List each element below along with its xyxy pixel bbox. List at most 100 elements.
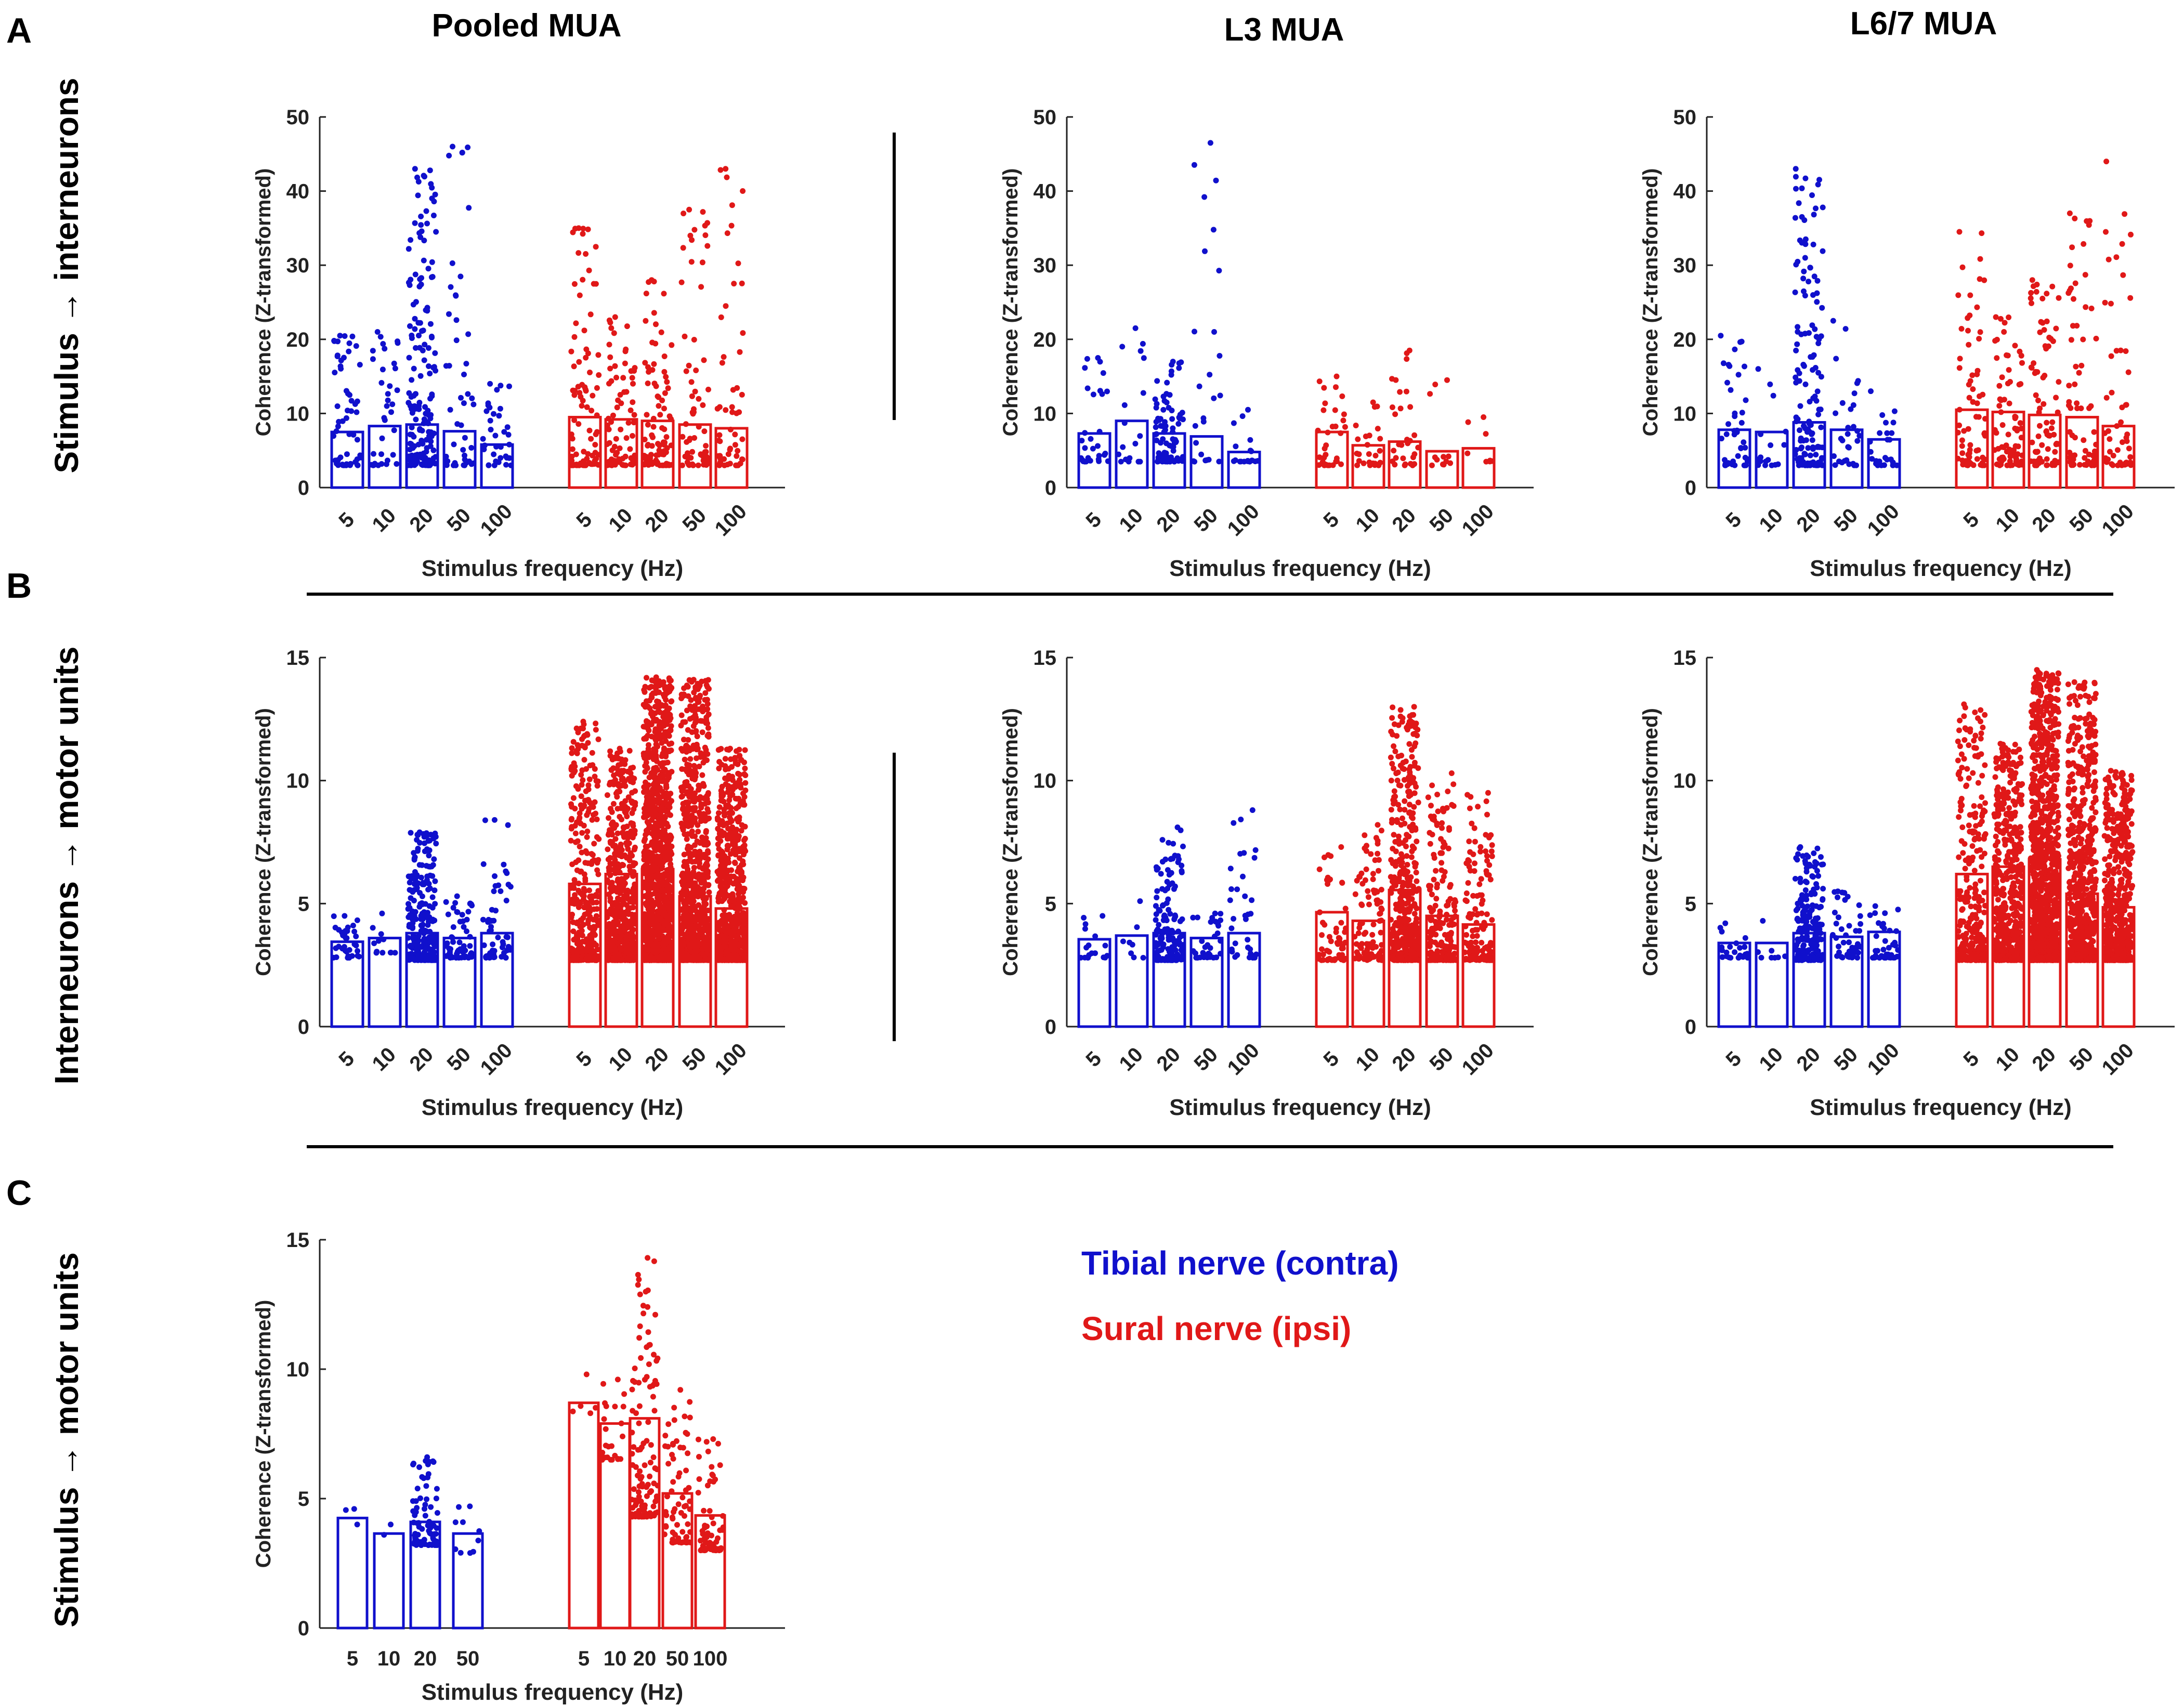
- data-point: [490, 941, 496, 948]
- data-point: [659, 740, 665, 746]
- data-point: [605, 846, 611, 852]
- data-point: [1464, 450, 1471, 456]
- points-sural-5: [568, 225, 602, 468]
- data-point: [1810, 292, 1816, 298]
- data-point: [578, 957, 584, 963]
- data-point: [2044, 431, 2050, 438]
- data-point: [643, 454, 649, 460]
- data-point: [1998, 397, 2004, 403]
- data-point: [570, 928, 577, 935]
- data-point: [480, 916, 486, 923]
- data-point: [505, 431, 512, 438]
- data-point: [331, 433, 336, 439]
- data-point: [657, 412, 663, 418]
- points-tibial-5: [331, 913, 362, 961]
- data-point: [574, 750, 580, 756]
- data-point: [421, 357, 427, 363]
- data-point: [2122, 211, 2128, 217]
- data-point: [1955, 455, 1961, 462]
- bar-tibial-5: [330, 940, 364, 1028]
- data-point: [704, 706, 711, 712]
- x-tick-label: 100: [1223, 500, 1264, 541]
- data-point: [618, 400, 624, 406]
- data-point: [1811, 352, 1817, 358]
- data-point: [581, 449, 587, 455]
- data-point: [575, 786, 581, 792]
- data-point: [2014, 461, 2020, 467]
- data-point: [645, 855, 651, 861]
- data-point: [1320, 407, 1327, 413]
- x-tick-label: 50: [1830, 504, 1863, 537]
- data-point: [595, 917, 601, 924]
- column-title-pooled-mua: Pooled MUA: [431, 8, 621, 44]
- data-point: [586, 955, 593, 961]
- data-point: [1793, 174, 1799, 180]
- data-point: [631, 894, 637, 900]
- data-point: [595, 947, 601, 953]
- data-point: [1797, 403, 1803, 409]
- data-point: [1402, 461, 1408, 467]
- data-point: [2006, 400, 2012, 406]
- data-point: [615, 888, 621, 894]
- data-point: [1341, 411, 1347, 417]
- data-point: [1758, 431, 1764, 437]
- data-point: [2070, 323, 2076, 329]
- data-point: [1332, 423, 1339, 429]
- data-point: [503, 934, 509, 940]
- x-tick-label: 5: [572, 508, 596, 532]
- data-point: [650, 943, 656, 949]
- data-point: [649, 461, 655, 467]
- data-point: [409, 406, 414, 412]
- data-point: [692, 388, 698, 395]
- data-point: [352, 401, 358, 407]
- data-point: [606, 933, 612, 939]
- data-point: [1738, 445, 1744, 451]
- data-point: [607, 365, 613, 372]
- data-point: [354, 917, 360, 923]
- data-point: [407, 905, 413, 911]
- data-point: [1959, 443, 1965, 449]
- y-tick-label: 50: [286, 106, 310, 129]
- data-point: [1397, 389, 1403, 395]
- data-point: [702, 232, 709, 238]
- data-point: [1390, 458, 1396, 464]
- data-point: [1818, 424, 1824, 430]
- points-tibial-100: [1867, 388, 1900, 468]
- data-point: [1232, 457, 1238, 463]
- data-point: [574, 932, 580, 938]
- data-point: [1155, 458, 1161, 465]
- data-point: [507, 884, 514, 890]
- data-point: [425, 345, 431, 351]
- data-point: [579, 933, 585, 939]
- data-point: [353, 343, 359, 349]
- data-point: [385, 391, 391, 397]
- x-tick-label: 20: [1388, 504, 1421, 537]
- data-point: [609, 944, 615, 951]
- data-point: [2073, 363, 2079, 370]
- data-point: [612, 928, 618, 935]
- data-point: [2067, 450, 2073, 455]
- data-point: [608, 767, 614, 773]
- data-point: [655, 868, 661, 874]
- data-point: [1961, 428, 1967, 434]
- data-point: [1811, 273, 1817, 280]
- data-point: [1808, 422, 1814, 428]
- data-point: [588, 436, 594, 442]
- data-point: [722, 462, 727, 468]
- data-point: [714, 405, 721, 412]
- data-point: [655, 460, 660, 466]
- data-point: [696, 787, 701, 793]
- data-point: [1121, 420, 1128, 426]
- y-axis-label: Coherence (Z-transformed): [1639, 168, 1662, 437]
- data-point: [1735, 372, 1742, 378]
- data-point: [1411, 432, 1418, 438]
- data-point: [1725, 421, 1731, 427]
- data-point: [453, 293, 459, 299]
- data-point: [343, 462, 349, 468]
- data-point: [2037, 423, 2043, 429]
- data-point: [1355, 436, 1361, 442]
- data-point: [666, 772, 672, 778]
- data-point: [572, 839, 579, 845]
- data-point: [409, 424, 415, 430]
